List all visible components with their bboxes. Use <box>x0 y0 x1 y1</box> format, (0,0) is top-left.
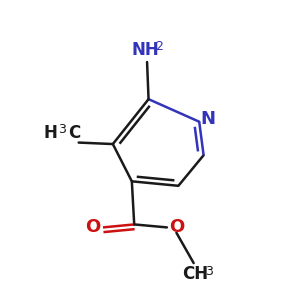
Text: C: C <box>68 124 80 142</box>
Text: NH: NH <box>132 40 160 58</box>
Text: H: H <box>43 124 57 142</box>
Text: 3: 3 <box>58 123 66 136</box>
Text: N: N <box>201 110 216 128</box>
Text: 2: 2 <box>156 40 164 53</box>
Text: 3: 3 <box>206 265 213 278</box>
Text: O: O <box>85 218 100 236</box>
Text: CH: CH <box>182 266 208 284</box>
Text: O: O <box>169 218 184 236</box>
